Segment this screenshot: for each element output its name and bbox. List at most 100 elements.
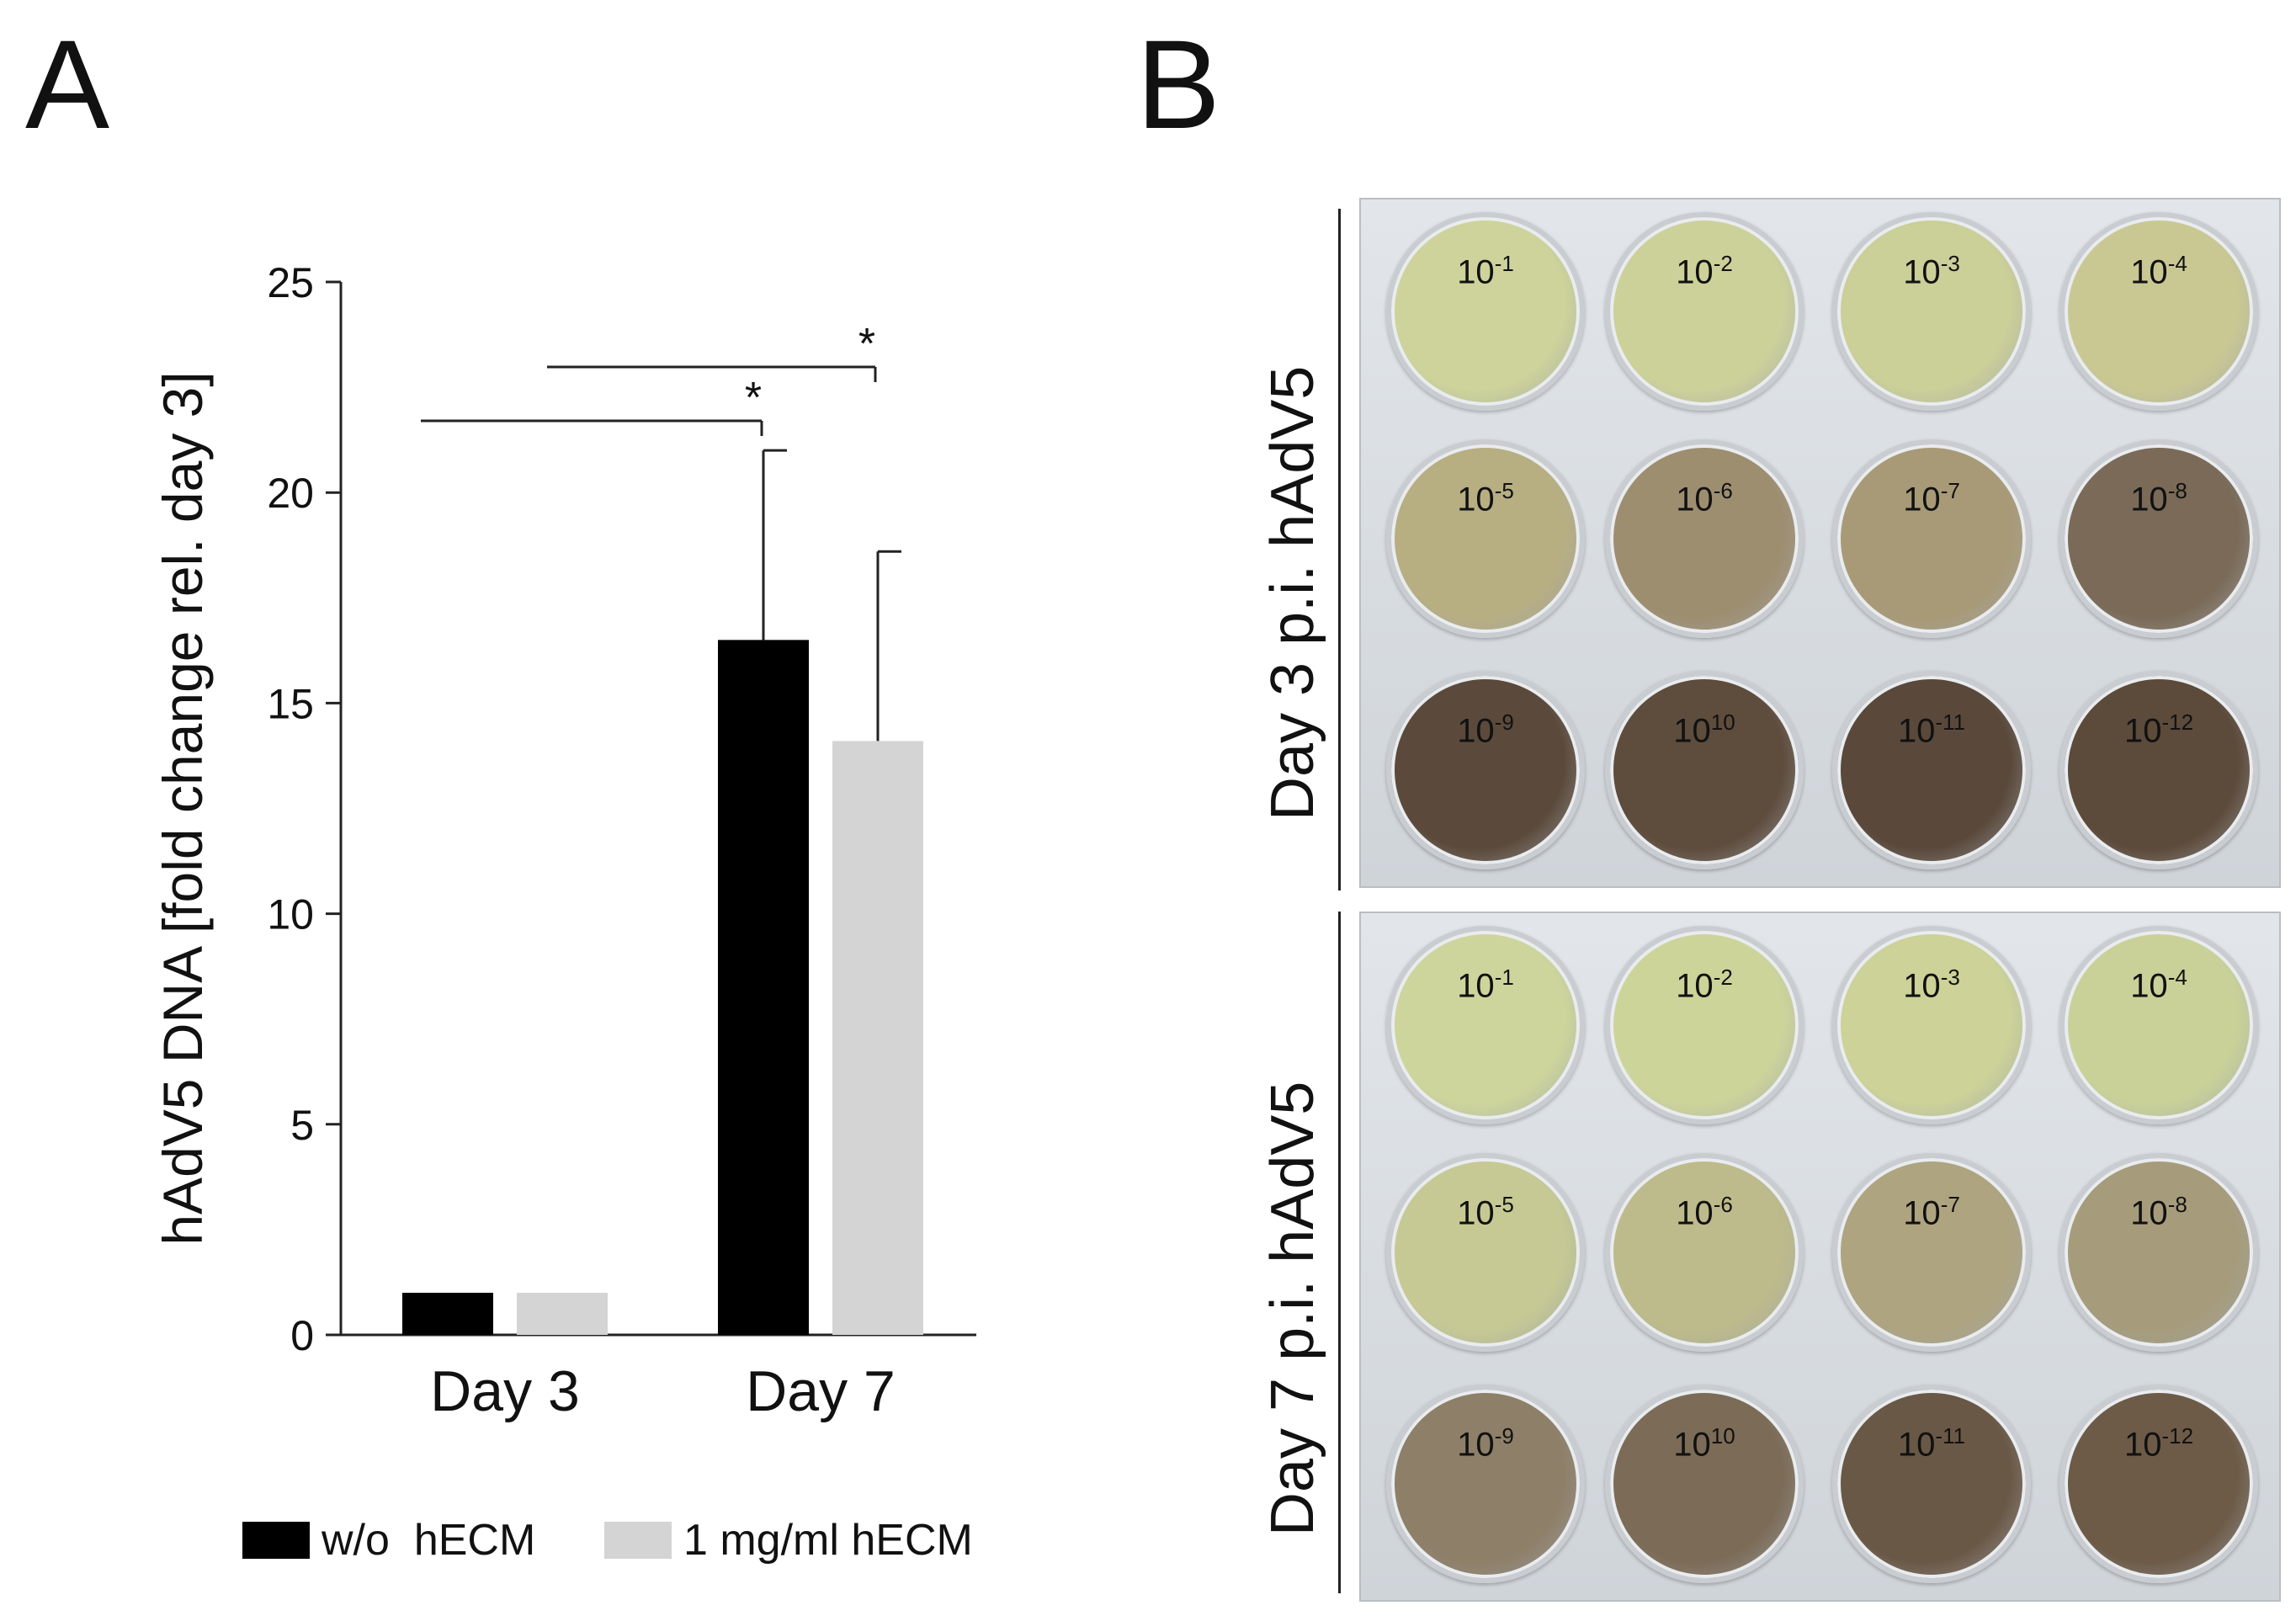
well-dilution-exponent: -12 [2161,710,2194,735]
well-dilution-label: 10-12 [2065,1423,2253,1464]
well-dilution-label: 10-3 [1837,965,2026,1005]
well-dilution-base: 10 [1676,481,1714,518]
well: 10-6 [1605,439,1804,638]
plate-label-day3: Day 3 p.i. hAdV5 [1259,365,1326,821]
well-dilution-label: 10-5 [1391,478,1580,518]
well-dilution-base: 10 [2123,1426,2162,1464]
well-dilution-exponent: 10 [1710,710,1735,735]
y-tick-label: 0 [290,1312,314,1359]
well-dilution-label: 10-3 [1837,251,2026,291]
well-dilution-label: 10-8 [2065,1192,2253,1232]
well-dilution-base: 10 [1673,712,1711,750]
well-dilution-exponent: -8 [2167,1192,2187,1217]
y-tick-label: 20 [267,470,314,517]
well: 10-3 [1832,926,2031,1124]
well-dilution-base: 10 [1676,967,1714,1005]
y-tick-label: 15 [267,680,314,727]
panel-letter-b: B [1136,13,1221,155]
bar [718,640,809,1335]
well: 10-12 [2059,671,2258,869]
well: 10-2 [1605,926,1804,1124]
well-dilution-label: 10-1 [1391,251,1580,291]
well-dilution-exponent: -5 [1494,478,1514,503]
well-dilution-label: 10-2 [1610,965,1799,1005]
bar [402,1292,493,1335]
well: 1010 [1605,1385,1804,1583]
well: 10-7 [1832,1153,2031,1352]
plate-bracket-day3 [1338,209,1341,890]
well: 10-2 [1605,212,1804,411]
well-dilution-label: 10-9 [1391,710,1580,750]
well: 10-5 [1386,1153,1585,1352]
well: 10-3 [1832,212,2031,411]
well: 10-4 [2059,926,2258,1124]
well-dilution-exponent: -7 [1940,1192,1960,1217]
well-dilution-base: 10 [1897,1426,1936,1464]
well-dilution-exponent: -2 [1713,965,1733,990]
well-dilution-exponent: -12 [2161,1423,2194,1449]
legend-swatch-gray [604,1522,672,1559]
bar [832,741,923,1335]
well: 10-7 [1832,439,2031,638]
well: 10-11 [1832,671,2031,869]
well-dilution-exponent: -11 [1935,710,1966,735]
significance-star: * [858,320,875,369]
legend-item-1mgml-hecm: 1 mg/ml hECM [604,1515,973,1566]
well-dilution-base: 10 [1903,1194,1941,1232]
well: 10-9 [1386,671,1585,869]
well-dilution-label: 10-11 [1837,1423,2026,1464]
x-tick-label: Day 7 [746,1359,896,1423]
well-dilution-exponent: -11 [1935,1423,1966,1449]
legend-label: w/o hECM [322,1516,536,1565]
legend-swatch-black [242,1522,310,1559]
well: 10-1 [1386,212,1585,411]
y-axis-label: hAdV5 DNA [fold change rel. day 3] [151,371,214,1245]
well-dilution-base: 10 [1673,1426,1711,1464]
well-dilution-label: 10-6 [1610,478,1799,518]
well: 10-4 [2059,212,2258,411]
y-tick-label: 10 [267,891,314,938]
well-dilution-label: 10-7 [1837,478,2026,518]
well-dilution-base: 10 [1903,253,1941,291]
well-dilution-label: 10-7 [1837,1192,2026,1232]
well-dilution-base: 10 [1457,1194,1495,1232]
well-dilution-base: 10 [1903,967,1941,1005]
well-dilution-base: 10 [2123,712,2162,750]
well-dilution-exponent: -8 [2167,478,2187,503]
well-dilution-label: 10-6 [1610,1192,1799,1232]
well-dilution-base: 10 [2130,481,2168,518]
y-tick-label: 5 [290,1102,314,1149]
well-dilution-base: 10 [1676,253,1714,291]
well: 10-8 [2059,439,2258,638]
well-dilution-base: 10 [1897,712,1936,750]
well: 10-1 [1386,926,1585,1124]
well-dilution-base: 10 [1457,1426,1495,1464]
significance-star: * [745,374,762,423]
well: 10-8 [2059,1153,2258,1352]
well-dilution-label: 10-2 [1610,251,1799,291]
well-dilution-exponent: -9 [1494,1423,1514,1449]
y-tick-label: 25 [267,259,314,306]
plate-label-day7: Day 7 p.i. hAdV5 [1259,1081,1326,1536]
well-dilution-label: 10-12 [2065,710,2253,750]
well-dilution-exponent: -3 [1940,251,1960,276]
well-dilution-exponent: -3 [1940,965,1960,990]
well-dilution-label: 10-1 [1391,965,1580,1005]
x-tick-label: Day 3 [430,1359,580,1423]
well: 10-11 [1832,1385,2031,1583]
well-dilution-label: 10-4 [2065,251,2253,291]
well-dilution-label: 10-5 [1391,1192,1580,1232]
well-dilution-label: 10-9 [1391,1423,1580,1464]
well-dilution-base: 10 [2130,253,2168,291]
well-dilution-exponent: -4 [2167,251,2187,276]
well-dilution-base: 10 [1676,1194,1714,1232]
well: 10-5 [1386,439,1585,638]
well-dilution-exponent: 10 [1710,1423,1735,1449]
well-dilution-base: 10 [1457,253,1495,291]
well-dilution-exponent: -1 [1494,965,1514,990]
well: 10-12 [2059,1385,2258,1583]
well-dilution-label: 10-4 [2065,965,2253,1005]
well-dilution-exponent: -5 [1494,1192,1514,1217]
well-dilution-base: 10 [2130,1194,2168,1232]
